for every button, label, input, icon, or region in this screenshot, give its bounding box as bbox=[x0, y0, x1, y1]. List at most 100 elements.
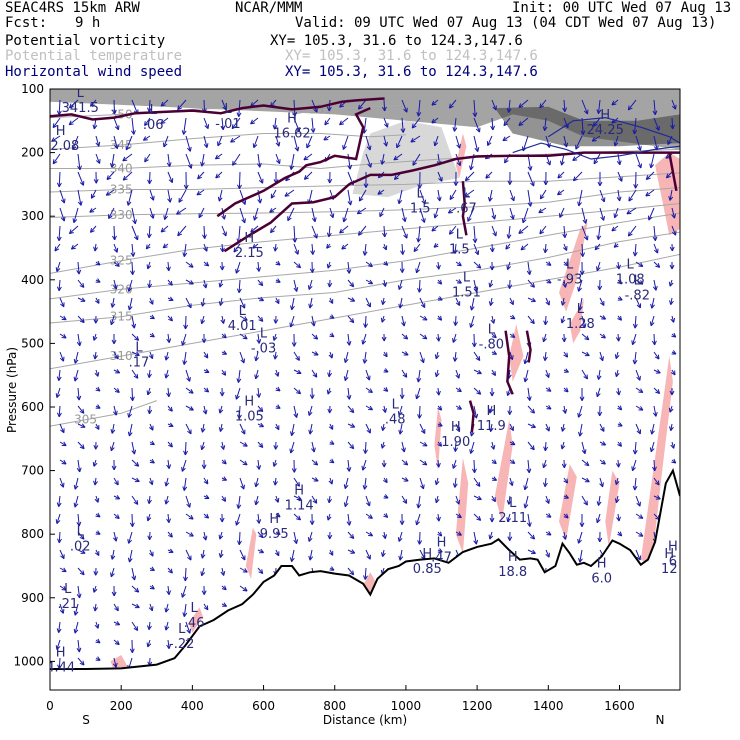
wind-vector bbox=[347, 315, 355, 323]
wind-vector-head bbox=[366, 428, 371, 434]
wind-vector-head bbox=[258, 443, 264, 448]
wind-vector bbox=[306, 135, 313, 149]
wind-vector-head bbox=[366, 302, 371, 308]
wind-vector bbox=[77, 405, 85, 414]
wind-vector bbox=[239, 477, 245, 490]
wind-vector bbox=[183, 603, 187, 617]
wind-vector-head bbox=[166, 518, 171, 524]
wind-vector bbox=[148, 369, 151, 378]
wind-vector-head bbox=[57, 538, 62, 544]
wind-vector bbox=[181, 459, 187, 472]
wind-vector-head bbox=[111, 109, 117, 115]
wind-vector bbox=[653, 117, 660, 131]
wind-vector bbox=[149, 207, 154, 219]
wind-vector-head bbox=[147, 179, 153, 185]
wind-vector bbox=[520, 243, 529, 251]
wind-vector-head bbox=[648, 215, 653, 221]
wind-vector-head bbox=[422, 460, 428, 466]
wind-vector bbox=[671, 99, 677, 110]
wind-vector bbox=[196, 189, 205, 196]
wind-vector-head bbox=[313, 477, 319, 482]
wind-vector-head bbox=[417, 288, 422, 293]
wind-vector bbox=[417, 225, 421, 243]
wind-vector bbox=[59, 423, 65, 433]
wind-vector-head bbox=[416, 237, 422, 243]
wind-vector bbox=[293, 495, 302, 500]
wind-vector bbox=[273, 333, 277, 341]
wind-vector-head bbox=[645, 175, 651, 180]
wind-vector-head bbox=[202, 234, 207, 239]
wind-vector-head bbox=[168, 422, 174, 428]
wind-vector bbox=[599, 477, 604, 488]
wind-vector-head bbox=[457, 279, 462, 284]
wind-vector-head bbox=[577, 538, 582, 544]
pv-extremum-value: 11.9 bbox=[477, 419, 506, 434]
wind-vector bbox=[148, 225, 151, 238]
wind-vector-head bbox=[114, 354, 119, 360]
wind-vector-head bbox=[218, 408, 224, 414]
wind-vector-head bbox=[350, 423, 356, 428]
wind-vector bbox=[113, 405, 117, 416]
wind-vector-head bbox=[579, 270, 585, 276]
wind-vector-head bbox=[526, 468, 532, 474]
wind-vector bbox=[509, 207, 514, 220]
wind-vector-head bbox=[399, 268, 405, 273]
wind-vector-head bbox=[562, 233, 568, 239]
wind-vector-head bbox=[204, 124, 210, 130]
wind-vector-head bbox=[413, 247, 419, 252]
wind-vector bbox=[131, 441, 135, 455]
wind-vector-head bbox=[531, 423, 536, 429]
wind-vector bbox=[110, 567, 115, 577]
wind-vector bbox=[527, 549, 536, 554]
wind-vector-head bbox=[313, 107, 318, 113]
wind-vector-head bbox=[168, 548, 174, 554]
wind-vector-head bbox=[510, 333, 516, 338]
wind-vector bbox=[490, 423, 493, 432]
x-tick-label: 0 bbox=[46, 699, 54, 713]
wind-vector-head bbox=[469, 323, 474, 328]
wind-vector bbox=[509, 477, 513, 486]
wind-vector bbox=[653, 369, 661, 374]
wind-vector-head bbox=[178, 197, 184, 203]
wind-vector-head bbox=[111, 591, 117, 597]
wind-vector-head bbox=[259, 548, 264, 554]
wind-vector-head bbox=[68, 120, 74, 126]
wind-vector-head bbox=[294, 146, 300, 152]
wind-vector bbox=[148, 99, 151, 112]
wind-vector bbox=[377, 189, 385, 195]
wind-vector bbox=[113, 279, 117, 290]
wind-vector-head bbox=[380, 426, 386, 431]
wind-vector bbox=[573, 171, 583, 182]
wind-vector-head bbox=[274, 425, 280, 431]
wind-vector-head bbox=[489, 247, 495, 253]
wind-vector-head bbox=[183, 576, 188, 582]
wind-vector bbox=[491, 117, 494, 130]
wind-vector-head bbox=[272, 124, 278, 130]
wind-vector bbox=[539, 99, 547, 109]
wind-vector bbox=[89, 207, 97, 213]
wind-vector bbox=[473, 243, 479, 255]
wind-vector-head bbox=[471, 468, 477, 474]
wind-vector bbox=[291, 297, 295, 310]
wind-vector bbox=[454, 351, 457, 362]
wind-vector bbox=[239, 441, 248, 447]
wind-vector-head bbox=[365, 375, 371, 381]
wind-vector-head bbox=[654, 354, 660, 360]
chart-header: SEAC4RS 15km ARW NCAR/MMM Init: 00 UTC W… bbox=[0, 0, 740, 86]
wind-vector-head bbox=[242, 586, 248, 592]
wind-vector-head bbox=[583, 235, 589, 241]
wind-vector-head bbox=[166, 338, 172, 343]
wind-vector bbox=[399, 549, 403, 561]
wind-vector bbox=[527, 513, 531, 527]
wind-vector bbox=[634, 477, 637, 491]
wind-vector bbox=[94, 243, 97, 252]
wind-vector bbox=[167, 333, 170, 343]
wind-vector bbox=[453, 117, 457, 132]
wind-vector-head bbox=[575, 144, 580, 150]
pv-extremum-value: 16.62 bbox=[273, 126, 310, 141]
wind-vector-head bbox=[543, 320, 549, 326]
wind-vector-head bbox=[491, 497, 496, 503]
wind-vector bbox=[581, 315, 586, 328]
wind-vector-head bbox=[382, 232, 387, 238]
wind-speed-contour bbox=[512, 142, 680, 160]
